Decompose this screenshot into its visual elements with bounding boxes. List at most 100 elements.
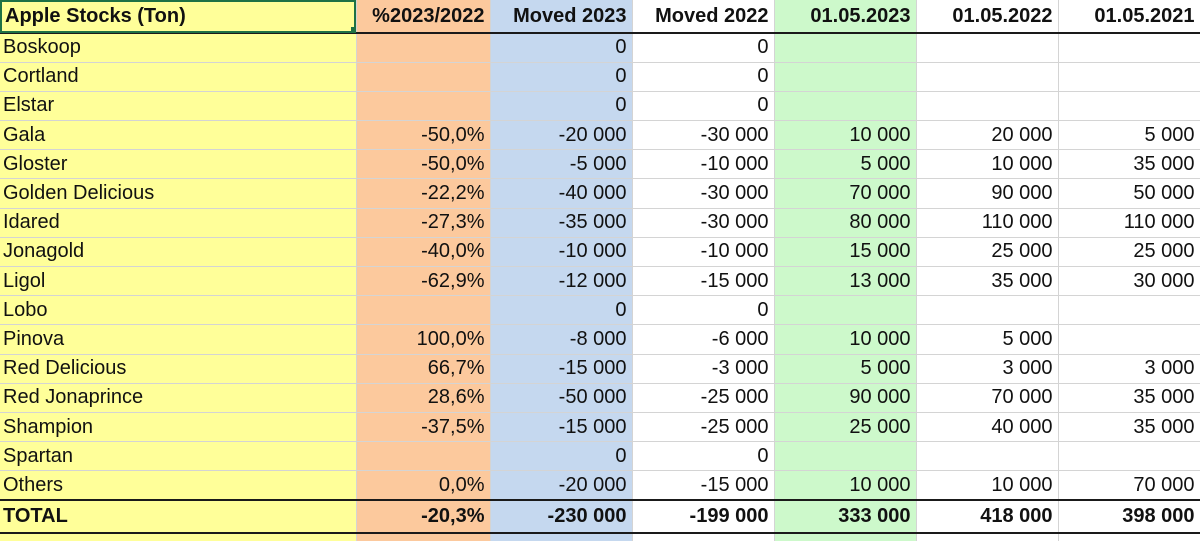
stock-2023-cell[interactable]: 10 000: [774, 120, 917, 151]
moved-2022-cell[interactable]: -3 000: [632, 354, 775, 384]
stock-2023-cell[interactable]: [774, 33, 917, 63]
stock-2023-cell[interactable]: 25 000: [774, 412, 917, 443]
percent-change-cell[interactable]: -50,0%: [356, 149, 491, 180]
variety-cell[interactable]: Gala: [0, 120, 357, 151]
percent-change-cell[interactable]: 100,0%: [356, 324, 491, 355]
moved-2022-cell[interactable]: -30 000: [632, 178, 775, 209]
stock-2023-cell[interactable]: 5 000: [774, 149, 917, 180]
column-header-stock-2022[interactable]: 01.05.2022: [916, 0, 1059, 34]
moved-2023-cell[interactable]: -12 000: [490, 266, 633, 297]
percent-change-cell[interactable]: -22,2%: [356, 178, 491, 209]
moved-2022-cell[interactable]: -30 000: [632, 120, 775, 151]
percent-change-cell[interactable]: 0,0%: [356, 470, 491, 501]
stock-2023-cell[interactable]: 10 000: [774, 324, 917, 355]
empty-cell[interactable]: [490, 533, 633, 541]
stock-2021-cell[interactable]: [1058, 33, 1200, 63]
variety-cell[interactable]: Lobo: [0, 295, 357, 326]
stock-2022-cell[interactable]: 40 000: [916, 412, 1059, 443]
moved-2022-cell[interactable]: 0: [632, 33, 775, 63]
stock-2021-cell[interactable]: [1058, 324, 1200, 355]
stock-2022-cell[interactable]: [916, 62, 1059, 92]
total-stock-2023[interactable]: 333 000: [774, 499, 917, 534]
moved-2022-cell[interactable]: -15 000: [632, 470, 775, 501]
stock-2022-cell[interactable]: 3 000: [916, 354, 1059, 384]
stock-2021-cell[interactable]: 110 000: [1058, 208, 1200, 238]
variety-cell[interactable]: Ligol: [0, 266, 357, 297]
stock-2021-cell[interactable]: 25 000: [1058, 237, 1200, 268]
percent-change-cell[interactable]: [356, 295, 491, 326]
percent-change-cell[interactable]: -40,0%: [356, 237, 491, 268]
moved-2022-cell[interactable]: -15 000: [632, 266, 775, 297]
stock-2022-cell[interactable]: 20 000: [916, 120, 1059, 151]
variety-cell[interactable]: Spartan: [0, 441, 357, 472]
stock-2023-cell[interactable]: 80 000: [774, 208, 917, 238]
moved-2023-cell[interactable]: 0: [490, 33, 633, 63]
moved-2022-cell[interactable]: 0: [632, 91, 775, 122]
empty-cell[interactable]: [0, 533, 357, 541]
stock-2022-cell[interactable]: 70 000: [916, 383, 1059, 413]
total-label[interactable]: TOTAL: [0, 499, 357, 534]
empty-cell[interactable]: [356, 533, 491, 541]
stock-2023-cell[interactable]: 70 000: [774, 178, 917, 209]
stock-2022-cell[interactable]: 25 000: [916, 237, 1059, 268]
stock-2021-cell[interactable]: 3 000: [1058, 354, 1200, 384]
stock-2021-cell[interactable]: [1058, 441, 1200, 472]
stock-2022-cell[interactable]: 35 000: [916, 266, 1059, 297]
percent-change-cell[interactable]: -62,9%: [356, 266, 491, 297]
moved-2023-cell[interactable]: -10 000: [490, 237, 633, 268]
variety-cell[interactable]: Pinova: [0, 324, 357, 355]
column-header-variety[interactable]: Apple Stocks (Ton): [0, 0, 357, 34]
stock-2022-cell[interactable]: 110 000: [916, 208, 1059, 238]
moved-2023-cell[interactable]: 0: [490, 441, 633, 472]
moved-2022-cell[interactable]: 0: [632, 295, 775, 326]
total-moved-2023[interactable]: -230 000: [490, 499, 633, 534]
moved-2023-cell[interactable]: 0: [490, 62, 633, 92]
variety-cell[interactable]: Elstar: [0, 91, 357, 122]
stock-2023-cell[interactable]: [774, 91, 917, 122]
percent-change-cell[interactable]: [356, 33, 491, 63]
moved-2022-cell[interactable]: -6 000: [632, 324, 775, 355]
moved-2022-cell[interactable]: -30 000: [632, 208, 775, 238]
variety-cell[interactable]: Others: [0, 470, 357, 501]
moved-2023-cell[interactable]: -5 000: [490, 149, 633, 180]
column-header-moved-2022[interactable]: Moved 2022: [632, 0, 775, 34]
stock-2023-cell[interactable]: 90 000: [774, 383, 917, 413]
total-moved-2022[interactable]: -199 000: [632, 499, 775, 534]
variety-cell[interactable]: Red Delicious: [0, 354, 357, 384]
stock-2021-cell[interactable]: 70 000: [1058, 470, 1200, 501]
stock-2022-cell[interactable]: [916, 91, 1059, 122]
column-header-percent-change[interactable]: %2023/2022: [356, 0, 491, 34]
stock-2021-cell[interactable]: 5 000: [1058, 120, 1200, 151]
stock-2021-cell[interactable]: [1058, 295, 1200, 326]
stock-2022-cell[interactable]: 90 000: [916, 178, 1059, 209]
stock-2023-cell[interactable]: [774, 62, 917, 92]
percent-change-cell[interactable]: -27,3%: [356, 208, 491, 238]
percent-change-cell[interactable]: 66,7%: [356, 354, 491, 384]
moved-2023-cell[interactable]: -8 000: [490, 324, 633, 355]
variety-cell[interactable]: Boskoop: [0, 33, 357, 63]
empty-cell[interactable]: [1058, 533, 1200, 541]
column-header-stock-2023[interactable]: 01.05.2023: [774, 0, 917, 34]
variety-cell[interactable]: Idared: [0, 208, 357, 238]
empty-cell[interactable]: [916, 533, 1059, 541]
stock-2022-cell[interactable]: [916, 295, 1059, 326]
moved-2022-cell[interactable]: -25 000: [632, 412, 775, 443]
variety-cell[interactable]: Jonagold: [0, 237, 357, 268]
stock-2023-cell[interactable]: 10 000: [774, 470, 917, 501]
stock-2022-cell[interactable]: [916, 441, 1059, 472]
moved-2023-cell[interactable]: -40 000: [490, 178, 633, 209]
moved-2023-cell[interactable]: -35 000: [490, 208, 633, 238]
percent-change-cell[interactable]: -50,0%: [356, 120, 491, 151]
stock-2023-cell[interactable]: [774, 441, 917, 472]
total-stock-2021[interactable]: 398 000: [1058, 499, 1200, 534]
variety-cell[interactable]: Gloster: [0, 149, 357, 180]
moved-2023-cell[interactable]: -20 000: [490, 470, 633, 501]
stock-2023-cell[interactable]: 13 000: [774, 266, 917, 297]
column-header-moved-2023[interactable]: Moved 2023: [490, 0, 633, 34]
moved-2022-cell[interactable]: -10 000: [632, 237, 775, 268]
moved-2023-cell[interactable]: -50 000: [490, 383, 633, 413]
stock-2021-cell[interactable]: 35 000: [1058, 383, 1200, 413]
stock-2023-cell[interactable]: 15 000: [774, 237, 917, 268]
empty-cell[interactable]: [632, 533, 775, 541]
percent-change-cell[interactable]: 28,6%: [356, 383, 491, 413]
